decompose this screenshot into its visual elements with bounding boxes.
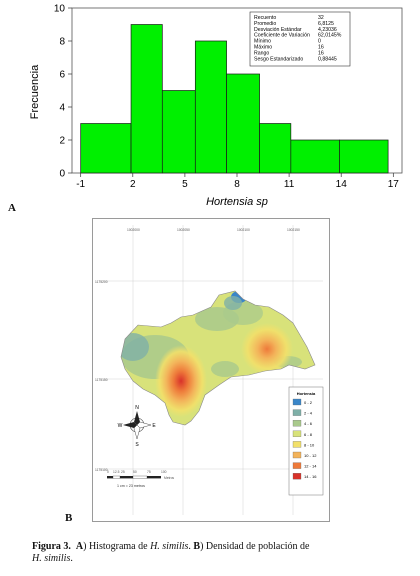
histogram-bar (130, 24, 163, 174)
histogram-bar (161, 90, 196, 174)
legend-swatch (292, 441, 302, 448)
y-axis-label: Frecuencia (29, 64, 41, 119)
x-axis-label: Hortensia sp (206, 196, 268, 208)
legend-swatch (292, 430, 302, 437)
svg-text:1175200: 1175200 (95, 280, 108, 284)
y-tick-label: 4 (59, 103, 65, 114)
svg-text:1175100: 1175100 (95, 468, 108, 472)
legend-swatch (292, 398, 302, 406)
svg-text:50: 50 (133, 470, 137, 474)
histogram-bar (80, 123, 132, 174)
histogram-bar (226, 73, 260, 174)
svg-text:12.5: 12.5 (113, 470, 120, 474)
scale-note: 1 cm = 23 metros (117, 484, 145, 488)
histogram-bar (290, 139, 340, 174)
compass-north: N (135, 405, 139, 411)
y-tick-label: 2 (59, 136, 65, 147)
figure-caption: Figura 3. A) Histograma de H. similis. B… (32, 541, 310, 564)
map-coordinates: 1002000 1002050 1002100 1002150 1175200 … (95, 228, 300, 472)
x-tick-label: 14 (336, 179, 348, 190)
scale-bar: 0 12.5 25 50 75 100 Metros 1 cm = 23 met… (107, 470, 174, 488)
stat-label: Desviación Estándar (254, 27, 302, 33)
stat-value: 16 (318, 45, 324, 51)
scale-unit: Metros (164, 476, 174, 480)
stat-value: 0,88445 (318, 56, 337, 62)
histogram-bar (194, 40, 227, 174)
map-legend: Hortensia 0 - 2 2 - 4 4 - 6 6 - 8 8 - 10 10 -… (288, 386, 324, 496)
histogram-bars (80, 24, 389, 174)
histogram-bar (259, 123, 292, 174)
legend-swatch (292, 409, 302, 416)
stat-value: 4,23036 (318, 27, 337, 33)
stat-label: Promedio (254, 21, 276, 27)
svg-text:1002150: 1002150 (287, 228, 300, 232)
legend-label: 12 - 14 (304, 464, 317, 469)
legend-label: 14 - 16 (304, 474, 317, 479)
stat-value: 32 (318, 15, 324, 21)
panel-b-label: B (65, 512, 73, 524)
caption-prefix: Figura 3. (32, 541, 71, 552)
legend-swatch (292, 473, 302, 480)
legend-title: Hortensia (297, 391, 316, 396)
stat-label: Máximo (254, 45, 272, 51)
x-tick-label: -1 (76, 179, 85, 190)
legend-swatch (292, 420, 302, 427)
legend-label: 10 - 12 (304, 453, 317, 458)
stats-box: Recuento 32 Promedio 6,8125 Desviación Están… (249, 11, 351, 67)
legend-label: 4 - 6 (304, 421, 313, 426)
panel-a-label: A (8, 202, 16, 214)
stat-label: Recuento (254, 15, 276, 21)
svg-text:25: 25 (121, 470, 125, 474)
x-tick-label: 5 (182, 179, 188, 190)
compass-east: E (152, 423, 156, 429)
stat-label: Coeficiente de Variación (254, 33, 310, 39)
stat-value: 0 (318, 39, 321, 45)
stat-label: Sesgo Estandarizado (254, 56, 303, 62)
y-tick-label: 8 (59, 37, 65, 48)
legend-swatch (292, 462, 302, 469)
histogram-bar (339, 139, 389, 174)
svg-text:100: 100 (161, 470, 167, 474)
y-tick-label: 6 (59, 70, 65, 81)
x-tick-label: 11 (284, 179, 295, 190)
x-tick-label: 2 (130, 179, 136, 190)
stat-value: 16 (318, 50, 324, 56)
stat-value: 6,8125 (318, 21, 334, 27)
compass-icon: N S E W (118, 405, 157, 448)
svg-text:1002000: 1002000 (127, 228, 140, 232)
x-tick-label: 8 (234, 179, 240, 190)
histogram-axes: -1 2 5 8 11 14 17 0 2 4 6 8 10 (54, 4, 399, 191)
x-tick-label: 17 (388, 179, 400, 190)
legend-label: 2 - 4 (304, 411, 313, 416)
stat-value: 62,0145% (318, 33, 342, 39)
compass-south: S (135, 442, 139, 448)
svg-text:75: 75 (147, 470, 151, 474)
legend-label: 0 - 2 (304, 400, 313, 405)
study-area-outline (120, 290, 316, 426)
svg-text:1002050: 1002050 (177, 228, 190, 232)
legend-label: 8 - 10 (304, 442, 315, 447)
compass-west: W (118, 423, 123, 429)
y-tick-label: 10 (54, 4, 66, 15)
stat-label: Rango (254, 50, 269, 56)
svg-text:0: 0 (107, 470, 109, 474)
svg-text:1175150: 1175150 (95, 378, 108, 382)
legend-label: 6 - 8 (304, 432, 313, 437)
svg-text:1002100: 1002100 (237, 228, 250, 232)
stat-label: Mínimo (254, 39, 271, 45)
y-tick-label: 0 (59, 169, 65, 180)
density-map: 1002000 1002050 1002100 1002150 1175200 … (92, 218, 330, 522)
legend-swatch (292, 451, 302, 459)
histogram-chart: -1 2 5 8 11 14 17 0 2 4 6 8 10 Frecuencia Hortensia … (29, 4, 403, 208)
